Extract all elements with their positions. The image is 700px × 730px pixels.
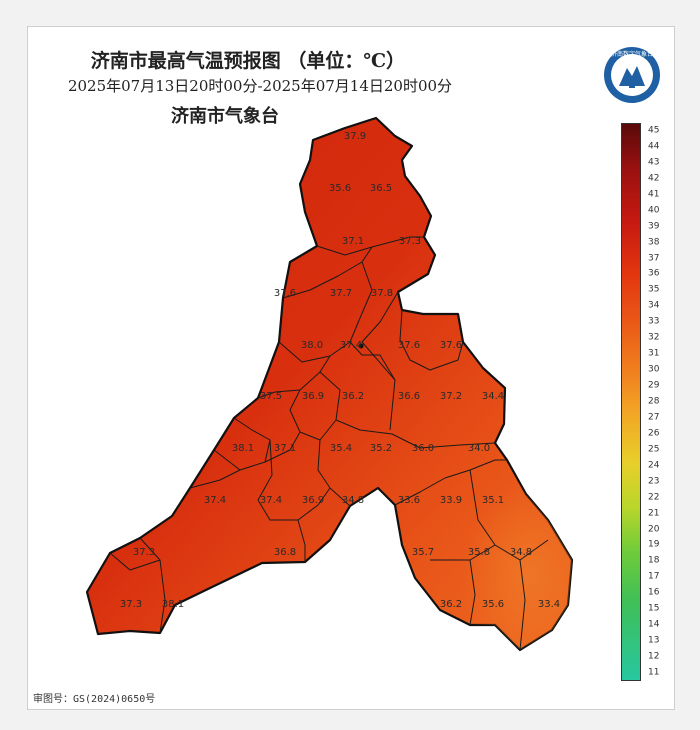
colorbar-tick-label: 23	[648, 476, 660, 487]
colorbar-tick-label: 39	[648, 221, 660, 232]
station-temperature: 33.9	[440, 495, 462, 506]
colorbar-tick-label: 15	[648, 603, 660, 614]
station-temperature: 36.5	[370, 183, 392, 194]
station-temperature: 37.3	[120, 599, 142, 610]
temperature-colorbar	[621, 123, 641, 681]
station-temperature: 37.3	[133, 547, 155, 558]
station-temperature: 37.7	[330, 288, 352, 299]
colorbar-tick-label: 19	[648, 539, 660, 550]
issuing-agency: 济南市气象台	[171, 106, 279, 127]
station-temperature: 37.1	[342, 236, 364, 247]
station-temperature: 36.2	[342, 391, 364, 402]
colorbar-tick-label: 21	[648, 508, 660, 519]
station-temperature: 37.4	[260, 495, 282, 506]
station-temperature: 38.1	[232, 443, 254, 454]
colorbar-tick-label: 22	[648, 492, 660, 503]
station-temperature: 37.6	[274, 288, 296, 299]
station-temperature: 35.4	[330, 443, 352, 454]
station-temperature: 35.1	[482, 495, 504, 506]
station-temperature: 37.8	[371, 288, 393, 299]
station-temperature: 34.8	[342, 495, 364, 506]
station-temperature: 37.6	[440, 340, 462, 351]
colorbar-tick-label: 25	[648, 444, 660, 455]
station-temperature: 37.4	[340, 340, 362, 351]
colorbar-tick-label: 36	[648, 268, 660, 279]
station-temperature: 35.2	[370, 443, 392, 454]
station-temperature: 33.6	[398, 495, 420, 506]
colorbar-tick-label: 17	[648, 571, 660, 582]
approval-number: 审图号：GS(2024)0650号	[33, 694, 156, 705]
colorbar-tick-label: 24	[648, 460, 660, 471]
station-temperature: 34.4	[482, 391, 504, 402]
colorbar-tick-label: 45	[648, 125, 660, 136]
logo-text: 济南数字气象台	[611, 50, 653, 58]
station-temperature: 36.9	[302, 495, 324, 506]
colorbar-tick-label: 29	[648, 380, 660, 391]
colorbar-tick-label: 40	[648, 205, 660, 216]
station-temperature: 35.8	[468, 547, 490, 558]
station-temperature: 38.1	[162, 599, 184, 610]
colorbar-tick-label: 18	[648, 555, 660, 566]
colorbar-tick-label: 16	[648, 587, 660, 598]
station-temperature: 34.8	[510, 547, 532, 558]
colorbar-ticks: 45 44 43 42 41 40 39 38 37 36 35 34 33 32 31 30 29 28 27 26…	[648, 123, 678, 681]
colorbar-tick-label: 27	[648, 412, 660, 423]
colorbar-tick-label: 11	[648, 667, 660, 678]
colorbar-tick-label: 20	[648, 524, 660, 535]
station-temperature: 37.2	[440, 391, 462, 402]
station-temperature: 35.6	[482, 599, 504, 610]
district-boundaries	[109, 236, 549, 651]
colorbar-tick-label: 33	[648, 316, 660, 327]
station-temperature: 37.5	[260, 391, 282, 402]
colorbar-tick-label: 42	[648, 173, 660, 184]
station-temperature: 37.4	[204, 495, 226, 506]
map-title: 济南市最高气温预报图 （单位：℃）	[90, 50, 406, 72]
colorbar-tick-label: 35	[648, 284, 660, 295]
colorbar-tick-label: 30	[648, 364, 660, 375]
station-temperature: 36.8	[274, 547, 296, 558]
colorbar-tick-label: 12	[648, 651, 660, 662]
colorbar-tick-label: 28	[648, 396, 660, 407]
station-temperature: 34.0	[468, 443, 490, 454]
city-marker	[358, 343, 364, 349]
colorbar-tick-label: 14	[648, 619, 660, 630]
station-temperature: 36.0	[412, 443, 434, 454]
colorbar-tick-label: 31	[648, 348, 660, 359]
station-temperature: 37.1	[274, 443, 296, 454]
colorbar-tick-label: 26	[648, 428, 660, 439]
colorbar-tick-label: 13	[648, 635, 660, 646]
station-temperature: 36.6	[398, 391, 420, 402]
forecast-period: 2025年07月13日20时00分-2025年07月14日20时00分	[67, 77, 453, 95]
meteorology-logo: 济南数字气象台	[604, 47, 660, 103]
colorbar-tick-label: 44	[648, 141, 660, 152]
station-labels: 37.9 35.6 36.5 37.1 37.3 37.6 37.7 37.8 38.0 37.4…	[120, 131, 560, 610]
station-temperature: 37.3	[399, 236, 421, 247]
station-temperature: 33.4	[538, 599, 560, 610]
station-temperature: 35.7	[412, 547, 434, 558]
colorbar-tick-label: 38	[648, 237, 660, 248]
station-temperature: 35.6	[329, 183, 351, 194]
station-temperature: 36.2	[440, 599, 462, 610]
station-temperature: 36.9	[302, 391, 324, 402]
station-temperature: 37.6	[398, 340, 420, 351]
colorbar-tick-label: 37	[648, 253, 660, 263]
colorbar-tick-label: 34	[648, 300, 660, 311]
station-temperature: 38.0	[301, 340, 323, 351]
colorbar-tick-label: 32	[648, 332, 660, 343]
colorbar-tick-label: 41	[648, 189, 660, 200]
station-temperature: 37.9	[344, 131, 366, 142]
colorbar-tick-label: 43	[648, 157, 660, 168]
